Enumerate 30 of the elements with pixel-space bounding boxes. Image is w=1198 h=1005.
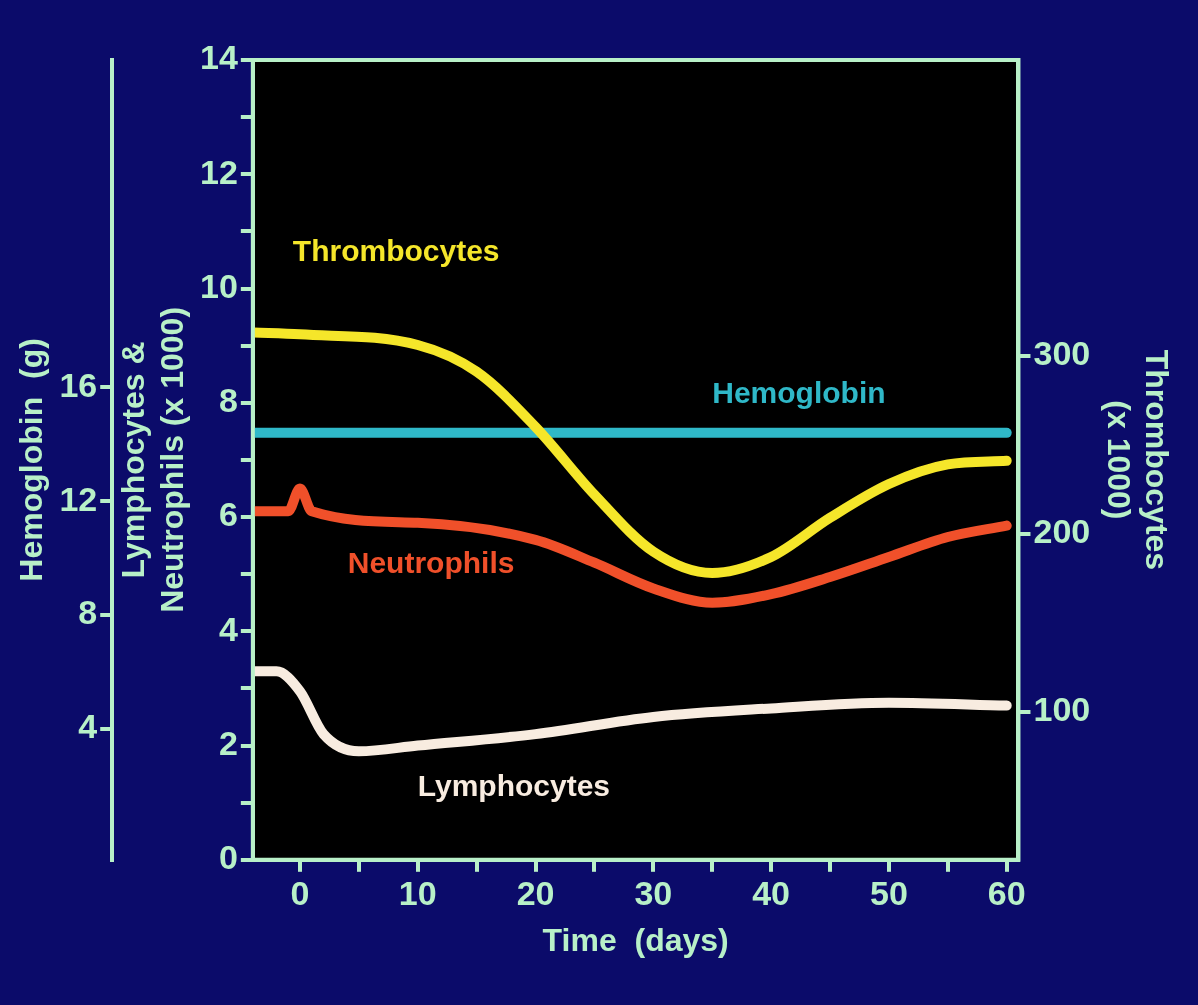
y2-tick-label: 300	[1033, 334, 1091, 373]
y-tick-label: 10	[200, 266, 238, 305]
y3-tick-label: 4	[78, 707, 98, 746]
series-label: Lymphocytes	[417, 768, 611, 802]
x-tick-label: 60	[987, 873, 1026, 912]
y-tick-label: 4	[218, 609, 238, 648]
text: Thrombocytes	[292, 233, 500, 267]
y3-tick-label: 16	[59, 365, 98, 404]
series-label: Hemoglobin	[712, 376, 886, 410]
y3-axis-title: Hemoglobin (g)	[13, 338, 50, 582]
x-tick-label: 50	[869, 873, 908, 912]
y-tick-label: 2	[218, 723, 238, 762]
y-axis-title: Lymphocytes & Neutrophils (x 1000)	[115, 306, 190, 613]
y-tick-label: 14	[200, 38, 238, 77]
x-tick-label: 20	[516, 873, 555, 912]
y2-tick-label: 200	[1033, 512, 1091, 551]
x-tick-label: 10	[398, 873, 437, 912]
x-tick-label: 0	[290, 873, 310, 912]
y2-tick-label: 100	[1033, 690, 1091, 729]
y3-tick-label: 12	[59, 479, 98, 518]
y2-axis-title: Thrombocytes (x 1000)	[1100, 349, 1175, 571]
y3-tick-label: 8	[78, 593, 98, 632]
y-tick-label: 8	[218, 381, 238, 420]
y-tick-label: 0	[218, 838, 238, 877]
y-tick-label: 12	[200, 152, 238, 191]
x-tick-label: 30	[634, 873, 673, 912]
x-axis-title: Time (days)	[542, 921, 729, 958]
series-label: Neutrophils	[347, 546, 515, 580]
x-tick-label: 40	[752, 873, 791, 912]
y-tick-label: 6	[218, 495, 238, 534]
